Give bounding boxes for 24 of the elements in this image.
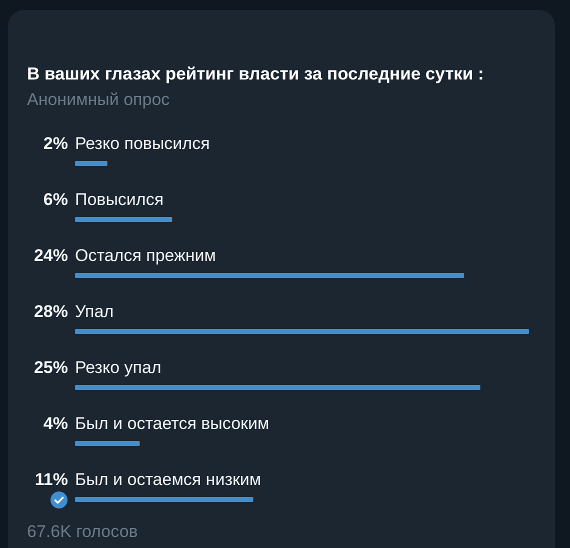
data-label: 2% [43,134,68,153]
bar [75,497,254,502]
text: 67.6K голосов [27,522,138,541]
y-tick-label: Был и остаемся низким [75,470,262,489]
data-label: 24% [34,246,68,265]
y-tick-label: Остался прежним [75,246,216,265]
bar [75,273,464,278]
y-tick-label: Был и остается высоким [75,414,270,433]
bar [75,385,480,390]
chart-subtitle: Анонимный опрос [27,90,170,109]
data-label: 6% [43,190,68,209]
data-label: 28% [34,302,68,321]
y-tick-label: Повысился [75,190,164,209]
y-tick-label: Резко повысился [75,134,210,153]
bar [75,161,108,166]
y-tick-label: Резко упал [75,358,162,377]
y-tick-label: Упал [75,302,114,321]
data-label: 4% [43,414,68,433]
chart-title: В ваших глазах рейтинг власти за последние сутки : [27,64,484,84]
bar [75,441,140,446]
data-label: 25% [34,358,68,377]
bar [75,217,172,222]
data-label: 11% [34,470,68,489]
bar [75,329,529,334]
